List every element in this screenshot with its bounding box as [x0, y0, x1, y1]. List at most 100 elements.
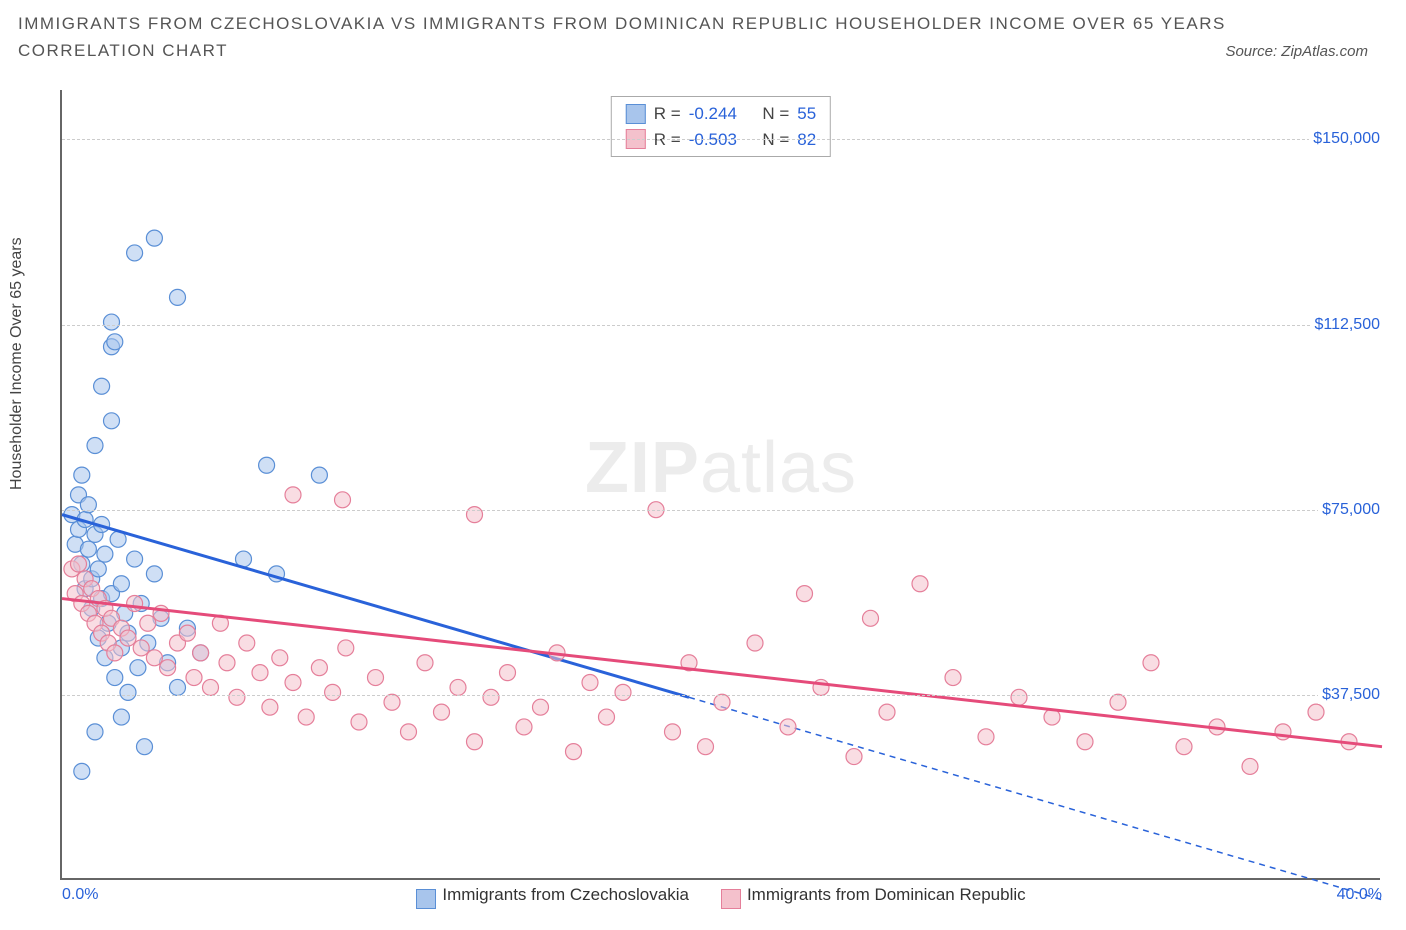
scatter-point: [107, 334, 123, 350]
stat-n-value: 55: [797, 101, 816, 127]
scatter-point: [104, 413, 120, 429]
y-tick-label: $75,000: [1318, 501, 1384, 519]
scatter-point: [170, 679, 186, 695]
scatter-point: [978, 729, 994, 745]
y-tick-label: $37,500: [1318, 686, 1384, 704]
chart-source: Source: ZipAtlas.com: [1225, 43, 1388, 60]
scatter-point: [146, 566, 162, 582]
scatter-point: [140, 615, 156, 631]
gridline: [62, 510, 1380, 511]
scatter-point: [338, 640, 354, 656]
scatter-point: [203, 679, 219, 695]
scatter-point: [450, 679, 466, 695]
scatter-point: [120, 684, 136, 700]
scatter-point: [467, 734, 483, 750]
scatter-point: [1143, 655, 1159, 671]
scatter-point: [229, 689, 245, 705]
chart-header: IMMIGRANTS FROM CZECHOSLOVAKIA VS IMMIGR…: [0, 0, 1406, 61]
scatter-point: [483, 689, 499, 705]
legend-item: Immigrants from Dominican Republic: [721, 885, 1026, 904]
scatter-point: [1176, 739, 1192, 755]
scatter-point: [797, 586, 813, 602]
scatter-point: [533, 699, 549, 715]
scatter-point: [351, 714, 367, 730]
scatter-point: [113, 576, 129, 592]
gridline: [62, 139, 1380, 140]
scatter-point: [516, 719, 532, 735]
scatter-point: [133, 640, 149, 656]
scatter-point: [665, 724, 681, 740]
scatter-point: [434, 704, 450, 720]
scatter-point: [127, 551, 143, 567]
y-tick-label: $112,500: [1310, 316, 1384, 334]
scatter-point: [417, 655, 433, 671]
scatter-point: [615, 684, 631, 700]
plot-svg: [62, 90, 1380, 878]
scatter-point: [298, 709, 314, 725]
scatter-point: [384, 694, 400, 710]
scatter-point: [97, 546, 113, 562]
stat-r-label: R =: [654, 101, 681, 127]
scatter-point: [879, 704, 895, 720]
chart-area: Householder Income Over 65 years ZIPatla…: [18, 90, 1388, 910]
scatter-point: [1110, 694, 1126, 710]
scatter-point: [160, 660, 176, 676]
chart-title: IMMIGRANTS FROM CZECHOSLOVAKIA VS IMMIGR…: [18, 10, 1388, 37]
y-axis-label: Householder Income Over 65 years: [8, 237, 26, 490]
stat-r-value: -0.244: [689, 101, 737, 127]
scatter-point: [90, 561, 106, 577]
scatter-point: [107, 645, 123, 661]
scatter-point: [500, 665, 516, 681]
scatter-point: [219, 655, 235, 671]
scatter-point: [239, 635, 255, 651]
scatter-point: [747, 635, 763, 651]
scatter-point: [311, 660, 327, 676]
scatter-point: [146, 650, 162, 666]
scatter-point: [170, 289, 186, 305]
bottom-legend: Immigrants from Czechoslovakia Immigrants…: [62, 885, 1380, 906]
gridline: [62, 695, 1380, 696]
scatter-point: [945, 670, 961, 686]
y-tick-label: $150,000: [1309, 130, 1384, 148]
gridline: [62, 325, 1380, 326]
scatter-point: [325, 684, 341, 700]
scatter-point: [912, 576, 928, 592]
scatter-point: [193, 645, 209, 661]
scatter-point: [714, 694, 730, 710]
scatter-point: [130, 660, 146, 676]
scatter-point: [863, 610, 879, 626]
scatter-point: [311, 467, 327, 483]
scatter-point: [285, 487, 301, 503]
scatter-point: [146, 230, 162, 246]
stats-row: R = -0.244 N = 55: [626, 101, 816, 127]
scatter-point: [335, 492, 351, 508]
legend-label: Immigrants from Dominican Republic: [747, 885, 1026, 904]
scatter-point: [252, 665, 268, 681]
scatter-point: [87, 724, 103, 740]
scatter-point: [780, 719, 796, 735]
scatter-point: [259, 457, 275, 473]
scatter-point: [87, 438, 103, 454]
stat-n-label: N =: [762, 101, 789, 127]
scatter-point: [262, 699, 278, 715]
scatter-point: [272, 650, 288, 666]
scatter-point: [566, 744, 582, 760]
plot-region: ZIPatlas R =-0.244 N =55R =-0.503 N =82 …: [60, 90, 1380, 880]
scatter-point: [94, 378, 110, 394]
scatter-point: [127, 596, 143, 612]
scatter-point: [104, 314, 120, 330]
scatter-point: [179, 625, 195, 641]
x-tick-label: 40.0%: [1337, 886, 1382, 904]
legend-swatch: [721, 889, 741, 909]
legend-label: Immigrants from Czechoslovakia: [442, 885, 689, 904]
scatter-point: [1011, 689, 1027, 705]
legend-swatch: [416, 889, 436, 909]
scatter-point: [582, 675, 598, 691]
scatter-point: [698, 739, 714, 755]
legend-swatch: [626, 104, 646, 124]
scatter-point: [599, 709, 615, 725]
scatter-point: [186, 670, 202, 686]
scatter-point: [113, 709, 129, 725]
scatter-point: [137, 739, 153, 755]
scatter-point: [1308, 704, 1324, 720]
